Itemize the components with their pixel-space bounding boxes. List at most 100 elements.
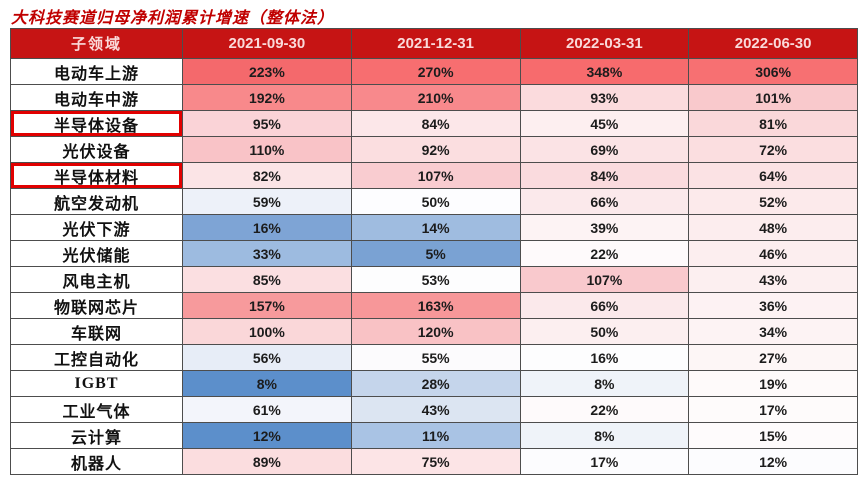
- value-cell: 157%: [182, 292, 352, 319]
- value-cell: 163%: [350, 292, 521, 319]
- header-cell-date-1: 2021-09-30: [182, 28, 352, 59]
- header-cell-date-4: 2022-06-30: [688, 28, 858, 59]
- value-cell: 39%: [519, 214, 690, 241]
- value-cell: 43%: [688, 266, 858, 293]
- value-cell: 61%: [182, 396, 352, 423]
- value-cell: 43%: [350, 396, 521, 423]
- row-label-cell: 航空发动机: [10, 188, 183, 215]
- row-label-cell-highlighted: 半导体材料: [10, 162, 183, 189]
- row-label-cell: 光伏下游: [10, 214, 183, 241]
- row-label-cell: 工控自动化: [10, 344, 183, 371]
- table-row: 车联网 100% 120% 50% 34%: [10, 318, 858, 345]
- value-cell: 120%: [350, 318, 521, 345]
- value-cell: 45%: [519, 110, 690, 137]
- table-row: 工控自动化 56% 55% 16% 27%: [10, 344, 858, 371]
- row-label-cell: 工业气体: [10, 396, 183, 423]
- table-row: 光伏设备 110% 92% 69% 72%: [10, 136, 858, 163]
- table-row: IGBT 8% 28% 8% 19%: [10, 370, 858, 397]
- value-cell: 48%: [688, 214, 858, 241]
- value-cell: 22%: [519, 396, 690, 423]
- row-label-cell-highlighted: 半导体设备: [10, 110, 183, 137]
- table-row: 工业气体 61% 43% 22% 17%: [10, 396, 858, 423]
- value-cell: 223%: [182, 58, 352, 85]
- value-cell: 50%: [350, 188, 521, 215]
- value-cell: 59%: [182, 188, 352, 215]
- value-cell: 81%: [688, 110, 858, 137]
- value-cell: 64%: [688, 162, 858, 189]
- value-cell: 17%: [688, 396, 858, 423]
- value-cell: 27%: [688, 344, 858, 371]
- table-row: 半导体材料 82% 107% 84% 64%: [10, 162, 858, 189]
- value-cell: 34%: [688, 318, 858, 345]
- table-body: 电动车上游 223% 270% 348% 306% 电动车中游 192% 210% 93% 101…: [10, 58, 858, 475]
- value-cell: 84%: [350, 110, 521, 137]
- value-cell: 14%: [350, 214, 521, 241]
- value-cell: 92%: [350, 136, 521, 163]
- row-label-cell: 云计算: [10, 422, 183, 449]
- value-cell: 107%: [519, 266, 690, 293]
- value-cell: 22%: [519, 240, 690, 267]
- value-cell: 82%: [182, 162, 352, 189]
- value-cell: 28%: [350, 370, 521, 397]
- value-cell: 11%: [350, 422, 521, 449]
- value-cell: 50%: [519, 318, 690, 345]
- value-cell: 101%: [688, 84, 858, 111]
- row-label-cell: 光伏设备: [10, 136, 183, 163]
- value-cell: 12%: [182, 422, 352, 449]
- row-label-cell: 电动车上游: [10, 58, 183, 85]
- row-label-cell: 风电主机: [10, 266, 183, 293]
- page-title: 大科技赛道归母净利润累计增速（整体法）: [11, 10, 335, 27]
- value-cell: 66%: [519, 188, 690, 215]
- row-label-cell: 车联网: [10, 318, 183, 345]
- value-cell: 192%: [182, 84, 352, 111]
- value-cell: 210%: [350, 84, 521, 111]
- table-row: 机器人 89% 75% 17% 12%: [10, 448, 858, 475]
- row-label-cell: 机器人: [10, 448, 183, 475]
- value-cell: 270%: [350, 58, 521, 85]
- table-header-row: 子领域 2021-09-30 2021-12-31 2022-03-31 202…: [10, 28, 858, 59]
- value-cell: 8%: [182, 370, 352, 397]
- row-label-cell: IGBT: [10, 370, 183, 397]
- table-row: 风电主机 85% 53% 107% 43%: [10, 266, 858, 293]
- value-cell: 348%: [519, 58, 690, 85]
- value-cell: 33%: [182, 240, 352, 267]
- table-row: 物联网芯片 157% 163% 66% 36%: [10, 292, 858, 319]
- value-cell: 53%: [350, 266, 521, 293]
- value-cell: 84%: [519, 162, 690, 189]
- value-cell: 66%: [519, 292, 690, 319]
- value-cell: 15%: [688, 422, 858, 449]
- value-cell: 17%: [519, 448, 690, 475]
- value-cell: 89%: [182, 448, 352, 475]
- value-cell: 306%: [688, 58, 858, 85]
- row-label-cell: 物联网芯片: [10, 292, 183, 319]
- value-cell: 8%: [519, 370, 690, 397]
- table-row: 半导体设备 95% 84% 45% 81%: [10, 110, 858, 137]
- value-cell: 52%: [688, 188, 858, 215]
- value-cell: 56%: [182, 344, 352, 371]
- row-label-cell: 光伏储能: [10, 240, 183, 267]
- value-cell: 12%: [688, 448, 858, 475]
- header-cell-date-3: 2022-03-31: [519, 28, 690, 59]
- value-cell: 107%: [350, 162, 521, 189]
- value-cell: 93%: [519, 84, 690, 111]
- value-cell: 72%: [688, 136, 858, 163]
- value-cell: 110%: [182, 136, 352, 163]
- table-row: 云计算 12% 11% 8% 15%: [10, 422, 858, 449]
- value-cell: 75%: [350, 448, 521, 475]
- header-cell-date-2: 2021-12-31: [350, 28, 521, 59]
- table-row: 光伏储能 33% 5% 22% 46%: [10, 240, 858, 267]
- value-cell: 5%: [350, 240, 521, 267]
- value-cell: 19%: [688, 370, 858, 397]
- value-cell: 46%: [688, 240, 858, 267]
- table-row: 电动车中游 192% 210% 93% 101%: [10, 84, 858, 111]
- row-label-cell: 电动车中游: [10, 84, 183, 111]
- value-cell: 100%: [182, 318, 352, 345]
- value-cell: 95%: [182, 110, 352, 137]
- table-row: 光伏下游 16% 14% 39% 48%: [10, 214, 858, 241]
- table-row: 电动车上游 223% 270% 348% 306%: [10, 58, 858, 85]
- value-cell: 85%: [182, 266, 352, 293]
- table-row: 航空发动机 59% 50% 66% 52%: [10, 188, 858, 215]
- value-cell: 8%: [519, 422, 690, 449]
- value-cell: 16%: [519, 344, 690, 371]
- value-cell: 36%: [688, 292, 858, 319]
